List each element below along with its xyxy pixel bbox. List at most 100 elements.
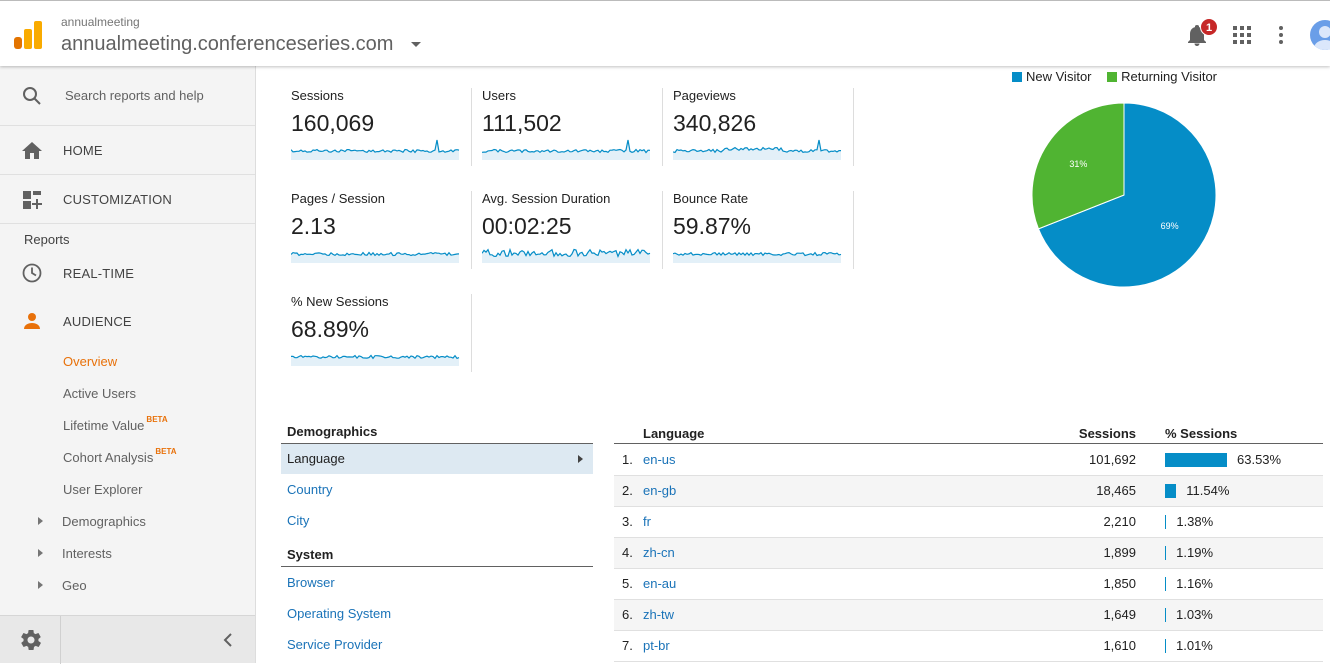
metric-label: Pages / Session <box>291 191 385 206</box>
language-link[interactable]: en-gb <box>643 483 677 498</box>
apps-grid-icon[interactable] <box>1233 26 1251 44</box>
pct-sessions-bar <box>1165 515 1167 529</box>
pie-slice-new-visitor[interactable] <box>1037 102 1217 288</box>
sparkline-line <box>482 247 651 259</box>
metric-sparkline <box>291 139 460 160</box>
sidebar-item-label: Cohort Analysis <box>63 450 154 465</box>
sparkline-area <box>291 140 459 160</box>
main-content: Sessions 160,069 Users 111,502 Pageviews 340,… <box>257 66 1330 663</box>
metric-value: 00:02:25 <box>482 213 572 239</box>
account-name: annualmeeting <box>61 15 140 29</box>
sidebar-item-label: HOME <box>63 143 103 158</box>
legend-item-returning-visitor[interactable]: Returning Visitor <box>1107 69 1217 84</box>
sidebar-item-geo[interactable]: Geo <box>62 578 87 593</box>
table-row: 4. zh-cn 1,899 1.19% <box>614 538 1323 569</box>
table-row: 5. en-au 1,850 1.16% <box>614 569 1323 600</box>
demo-item-country[interactable]: Country <box>287 482 333 497</box>
metric-card-bounce-rate[interactable]: Bounce Rate 59.87% <box>639 169 854 269</box>
sparkline-area <box>482 140 650 160</box>
sidebar-item-customization[interactable]: CUSTOMIZATION <box>0 175 255 223</box>
sessions-value: 1,899 <box>1103 545 1136 560</box>
sidebar-search[interactable]: Search reports and help <box>0 66 255 125</box>
avatar[interactable] <box>1310 20 1330 50</box>
column-header-pct-sessions[interactable]: % Sessions <box>1165 426 1238 441</box>
demo-item-browser[interactable]: Browser <box>287 575 335 590</box>
property-selector[interactable]: annualmeeting.conferenceseries.com <box>61 33 394 55</box>
metric-label: % New Sessions <box>291 294 389 309</box>
sparkline-area <box>673 140 841 160</box>
expand-arrow-icon[interactable] <box>38 581 43 589</box>
pct-sessions-bar <box>1165 453 1227 467</box>
chevron-left-icon[interactable] <box>222 632 234 648</box>
sidebar-item-cohort-analysis[interactable]: Cohort Analysis BETA <box>63 447 177 465</box>
sidebar-item-label: REAL-TIME <box>63 266 135 281</box>
language-link[interactable]: fr <box>643 514 651 529</box>
metric-label: Bounce Rate <box>673 191 749 206</box>
divider <box>0 223 255 224</box>
sessions-value: 1,610 <box>1103 638 1136 653</box>
metric-card-sessions[interactable]: Sessions 160,069 <box>257 66 472 166</box>
language-link[interactable]: zh-cn <box>643 545 675 560</box>
metric-label: Pageviews <box>673 88 736 103</box>
chevron-right-icon <box>578 455 583 463</box>
pct-sessions-bar <box>1165 639 1166 653</box>
pie-slice-returning-visitor[interactable] <box>1031 102 1125 230</box>
search-input[interactable]: Search reports and help <box>65 88 204 103</box>
home-icon <box>22 142 42 159</box>
sidebar-item-demographics[interactable]: Demographics <box>62 514 146 529</box>
row-index: 7. <box>622 638 633 653</box>
analytics-logo-icon[interactable] <box>14 21 42 49</box>
sessions-value: 2,210 <box>1103 514 1136 529</box>
sidebar-item-realtime[interactable]: REAL-TIME <box>0 256 255 290</box>
demo-item-service-provider[interactable]: Service Provider <box>287 637 383 652</box>
legend-item-new-visitor[interactable]: New Visitor <box>1012 69 1092 84</box>
chevron-down-icon[interactable] <box>411 42 421 47</box>
metric-value: 160,069 <box>291 110 375 136</box>
beta-badge: BETA <box>155 447 177 456</box>
metric-card-avg-session-duration[interactable]: Avg. Session Duration 00:02:25 <box>448 169 663 269</box>
more-vert-icon[interactable] <box>1277 25 1285 45</box>
visitor-type-pie-chart: 69% 31% <box>1031 102 1217 288</box>
metric-value: 340,826 <box>673 110 757 136</box>
sidebar-item-audience[interactable]: AUDIENCE <box>0 306 255 340</box>
divider <box>0 125 255 126</box>
notification-badge[interactable]: 1 <box>1200 18 1218 36</box>
row-index: 3. <box>622 514 633 529</box>
sparkline-area <box>673 252 841 263</box>
sidebar-item-overview[interactable]: Overview <box>63 354 118 369</box>
language-link[interactable]: en-us <box>643 452 676 467</box>
pie-slice-label: 31% <box>1069 159 1087 169</box>
sparkline-line <box>673 251 842 257</box>
metric-sparkline <box>673 139 841 160</box>
demo-item-operating-system[interactable]: Operating System <box>287 606 392 621</box>
column-header-language[interactable]: Language <box>643 426 705 441</box>
table-row: 2. en-gb 18,465 11.54% <box>614 476 1323 507</box>
language-link[interactable]: zh-tw <box>643 607 675 622</box>
table-row: 6. zh-tw 1,649 1.03% <box>614 600 1323 631</box>
sidebar-item-user-explorer[interactable]: User Explorer <box>63 482 143 497</box>
table-header: Language Sessions % Sessions <box>614 424 1323 444</box>
demo-item-language[interactable]: Language <box>281 444 593 474</box>
demo-item-city[interactable]: City <box>287 513 310 528</box>
metric-card-new-sessions[interactable]: % New Sessions 68.89% <box>257 272 472 372</box>
expand-arrow-icon[interactable] <box>38 517 43 525</box>
sidebar-item-lifetime-value[interactable]: Lifetime Value BETA <box>63 415 168 433</box>
pct-sessions-bar <box>1165 608 1166 622</box>
metric-label: Avg. Session Duration <box>482 191 611 206</box>
language-link[interactable]: en-au <box>643 576 677 591</box>
sidebar-item-active-users[interactable]: Active Users <box>63 386 136 401</box>
language-link[interactable]: pt-br <box>643 638 670 653</box>
metric-card-users[interactable]: Users 111,502 <box>448 66 663 166</box>
column-header-sessions[interactable]: Sessions <box>1078 426 1136 441</box>
metric-card-pageviews[interactable]: Pageviews 340,826 <box>639 66 854 166</box>
divider <box>662 88 663 166</box>
pct-sessions-value: 1.38% <box>1176 514 1214 529</box>
sidebar-item-interests[interactable]: Interests <box>62 546 112 561</box>
table-row: 7. pt-br 1,610 1.01% <box>614 631 1323 662</box>
sessions-value: 101,692 <box>1089 452 1136 467</box>
sidebar-item-home[interactable]: HOME <box>0 126 255 174</box>
gear-icon[interactable] <box>21 630 41 650</box>
expand-arrow-icon[interactable] <box>38 549 43 557</box>
metric-card-pages-session[interactable]: Pages / Session 2.13 <box>257 169 472 269</box>
sidebar-item-label: AUDIENCE <box>63 314 132 329</box>
